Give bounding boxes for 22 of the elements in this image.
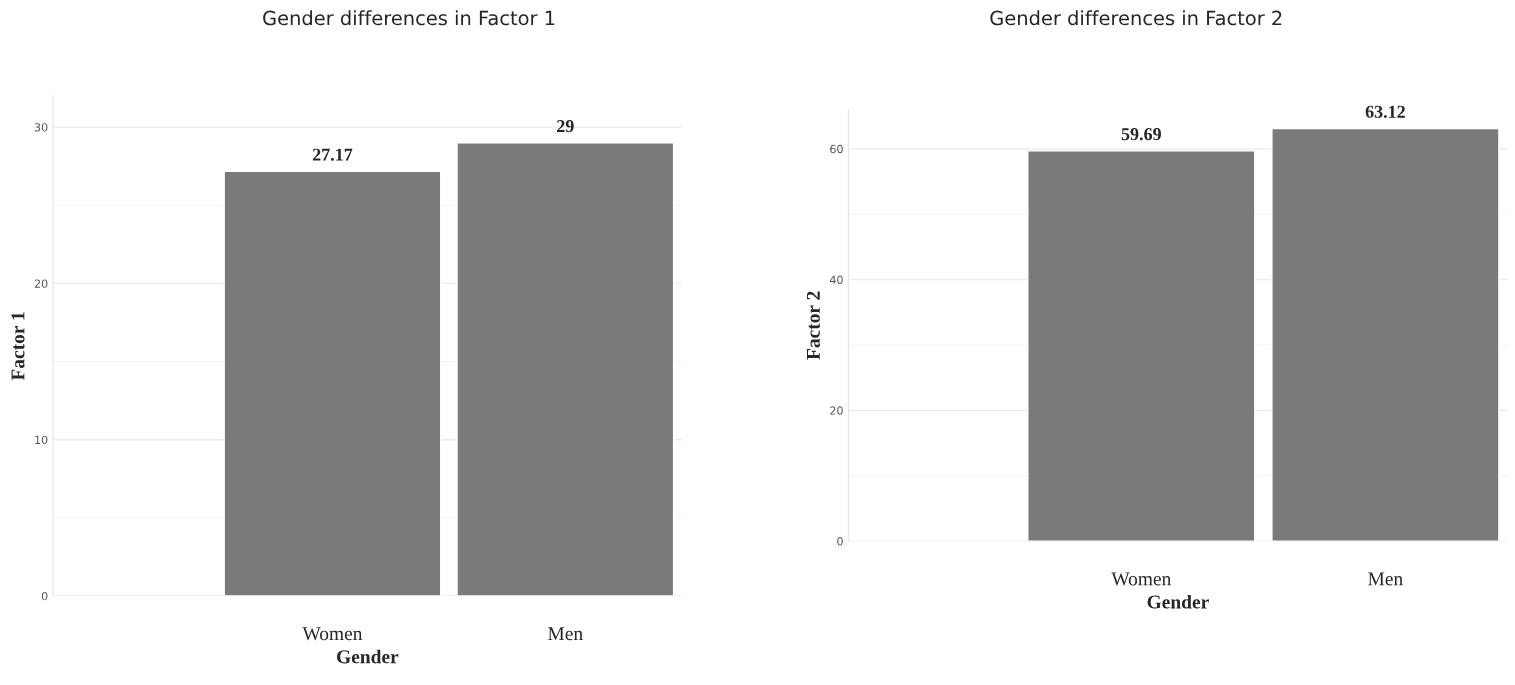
x-tick-label: Men <box>1368 572 1403 586</box>
x-tick-label: Men <box>548 627 583 641</box>
x-tick-label: Women <box>1111 572 1171 586</box>
y-tick-label: 20 <box>34 279 48 288</box>
x-axis-title: Gender <box>337 649 399 664</box>
y-tick-label: 20 <box>830 406 843 415</box>
chart-title: Gender differences in Factor 1 <box>263 10 555 26</box>
y-tick-label: 30 <box>34 123 48 132</box>
data-label: 59.69 <box>1121 128 1161 141</box>
data-label: 29 <box>557 120 574 133</box>
y-tick-label: 0 <box>837 537 843 546</box>
y-tick-label: 0 <box>41 591 48 601</box>
x-axis-title: Gender <box>1147 594 1209 609</box>
y-tick-label: 10 <box>35 435 48 445</box>
chart-title: Gender differences in Factor 2 <box>990 10 1282 26</box>
y-axis-title: Factor 2 <box>806 291 820 360</box>
data-label: 63.12 <box>1365 105 1405 118</box>
y-tick-label: 60 <box>830 144 843 154</box>
y-axis-title: Factor 1 <box>11 312 25 381</box>
y-tick-label: 40 <box>829 275 843 284</box>
x-tick-label: Women <box>302 627 363 641</box>
data-label: 27.17 <box>312 148 353 161</box>
